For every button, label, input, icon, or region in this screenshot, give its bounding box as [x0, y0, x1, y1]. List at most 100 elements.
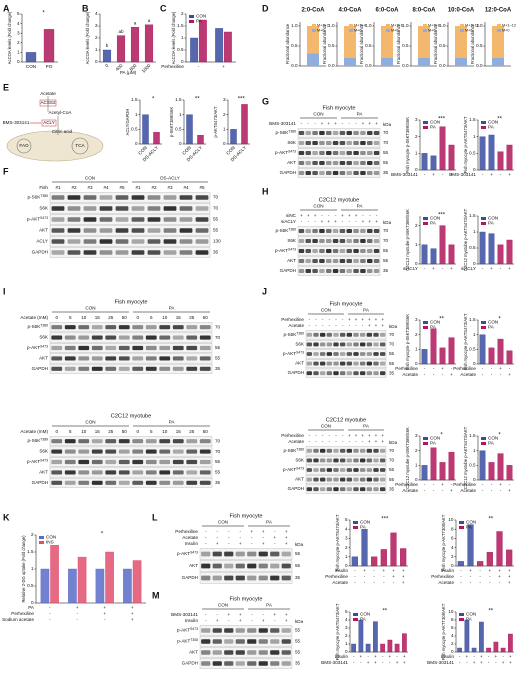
blot-band [145, 345, 157, 351]
bar [488, 134, 495, 171]
x-axis-label: PA (μM) [120, 70, 137, 75]
blot-band [332, 151, 339, 155]
y-tick-label: 1.0 [439, 23, 446, 28]
legend-label: PA [196, 19, 203, 24]
blot-band [212, 551, 222, 557]
row-name: GAPDH [288, 486, 304, 491]
condition-name: Sodium acetate [2, 617, 34, 622]
blot-band [340, 342, 346, 347]
condition-mark: + [363, 568, 366, 573]
lane-label: #4 [183, 185, 189, 190]
bar [488, 233, 495, 265]
condition-mark: - [500, 172, 502, 177]
blot-band [326, 229, 332, 233]
y-tick-label: 2 [415, 134, 418, 139]
lane-label: #2 [151, 185, 157, 190]
condition-mark: - [376, 213, 378, 218]
legend-label: PA [430, 221, 437, 226]
blot-band [78, 335, 90, 340]
y-tick-label: 6 [451, 536, 454, 541]
y-axis-label: Relative 2-DG uptake (Fold change) [21, 535, 26, 603]
condition-mark: - [355, 219, 357, 224]
row-label: p-AKTS473 [275, 247, 296, 253]
condition-mark: - [488, 654, 490, 659]
legend-label: INS [46, 540, 54, 545]
bar [390, 532, 397, 567]
row-label: p-S6KT389 [283, 447, 304, 453]
condition-mark: - [198, 64, 200, 69]
y-tick-label: 1 [415, 347, 418, 352]
condition-mark: + [362, 219, 365, 224]
kda-title: kDa [383, 122, 392, 127]
subplot-title: 4:0-CoA [338, 8, 362, 14]
fao-cycle [16, 138, 32, 154]
legend-label: CON [488, 120, 498, 125]
blot-strip [297, 246, 381, 256]
blot-band [270, 650, 280, 655]
blot-band [179, 228, 193, 233]
kda-label: 55 [295, 563, 301, 568]
blot-band [332, 269, 339, 273]
condition-mark: + [495, 654, 498, 659]
y-tick-label: 2 [223, 112, 226, 117]
blot-band [339, 239, 346, 243]
condition-mark: + [432, 266, 435, 271]
condition-mark: - [373, 580, 375, 585]
row-name: AKT [39, 356, 48, 361]
blot-title: Fish myocyte [230, 596, 263, 602]
blot-strip [49, 322, 213, 333]
condition-mark: - [489, 580, 491, 585]
blot-band [373, 229, 380, 233]
legend-label: PA [360, 525, 367, 530]
blot-band [64, 345, 76, 351]
blot-band [64, 449, 76, 454]
kda-label: 70 [213, 195, 219, 200]
blot-band [163, 195, 177, 200]
blot-band [367, 249, 373, 253]
blot-band [83, 250, 97, 255]
x-tick-label: CON [181, 145, 192, 156]
row-sup: S473 [288, 149, 296, 153]
blot-band [320, 352, 326, 356]
blot-band [346, 131, 352, 135]
condition-mark: - [342, 317, 344, 322]
row-name: p-AKT [27, 459, 40, 464]
row-name: p-AKT [283, 467, 296, 472]
condition-mark: - [309, 433, 311, 438]
blot-band [224, 551, 234, 557]
legend-swatch [386, 29, 390, 32]
row-name: AKT [189, 563, 198, 568]
blot-band [313, 458, 319, 463]
condition-mark: + [341, 213, 344, 218]
kda-label: 70 [215, 324, 221, 329]
blot-band [367, 171, 373, 175]
blot-strip [49, 225, 211, 236]
condition-mark: + [508, 580, 511, 585]
condition-mark: - [460, 568, 462, 573]
blot-strip [297, 138, 381, 148]
row-name: p-AKT [275, 150, 288, 155]
blot-band [118, 366, 130, 371]
condition-mark: - [491, 482, 493, 487]
blot-band [118, 356, 130, 361]
legend-label: PA [430, 325, 437, 330]
blot-band [186, 366, 198, 371]
condition-mark: - [500, 372, 502, 377]
legend-label: M+1~8 [428, 24, 440, 28]
row-label: AKT [295, 477, 304, 482]
y-tick-label: 1.0 [291, 23, 298, 28]
legend-swatch [349, 24, 353, 27]
bar [95, 568, 105, 604]
condition-mark: 50 [203, 315, 209, 320]
kda-label: 35 [383, 268, 389, 273]
blot-band [195, 250, 209, 255]
condition-mark: 10 [81, 315, 87, 320]
blot-band [83, 239, 97, 244]
kda-label: 55 [389, 351, 395, 356]
condition-mark: + [300, 213, 303, 218]
blot-band [320, 371, 326, 376]
blot-band [105, 449, 117, 454]
panel-label: H [262, 186, 269, 196]
condition-mark: - [354, 568, 356, 573]
blot-band [212, 661, 222, 666]
